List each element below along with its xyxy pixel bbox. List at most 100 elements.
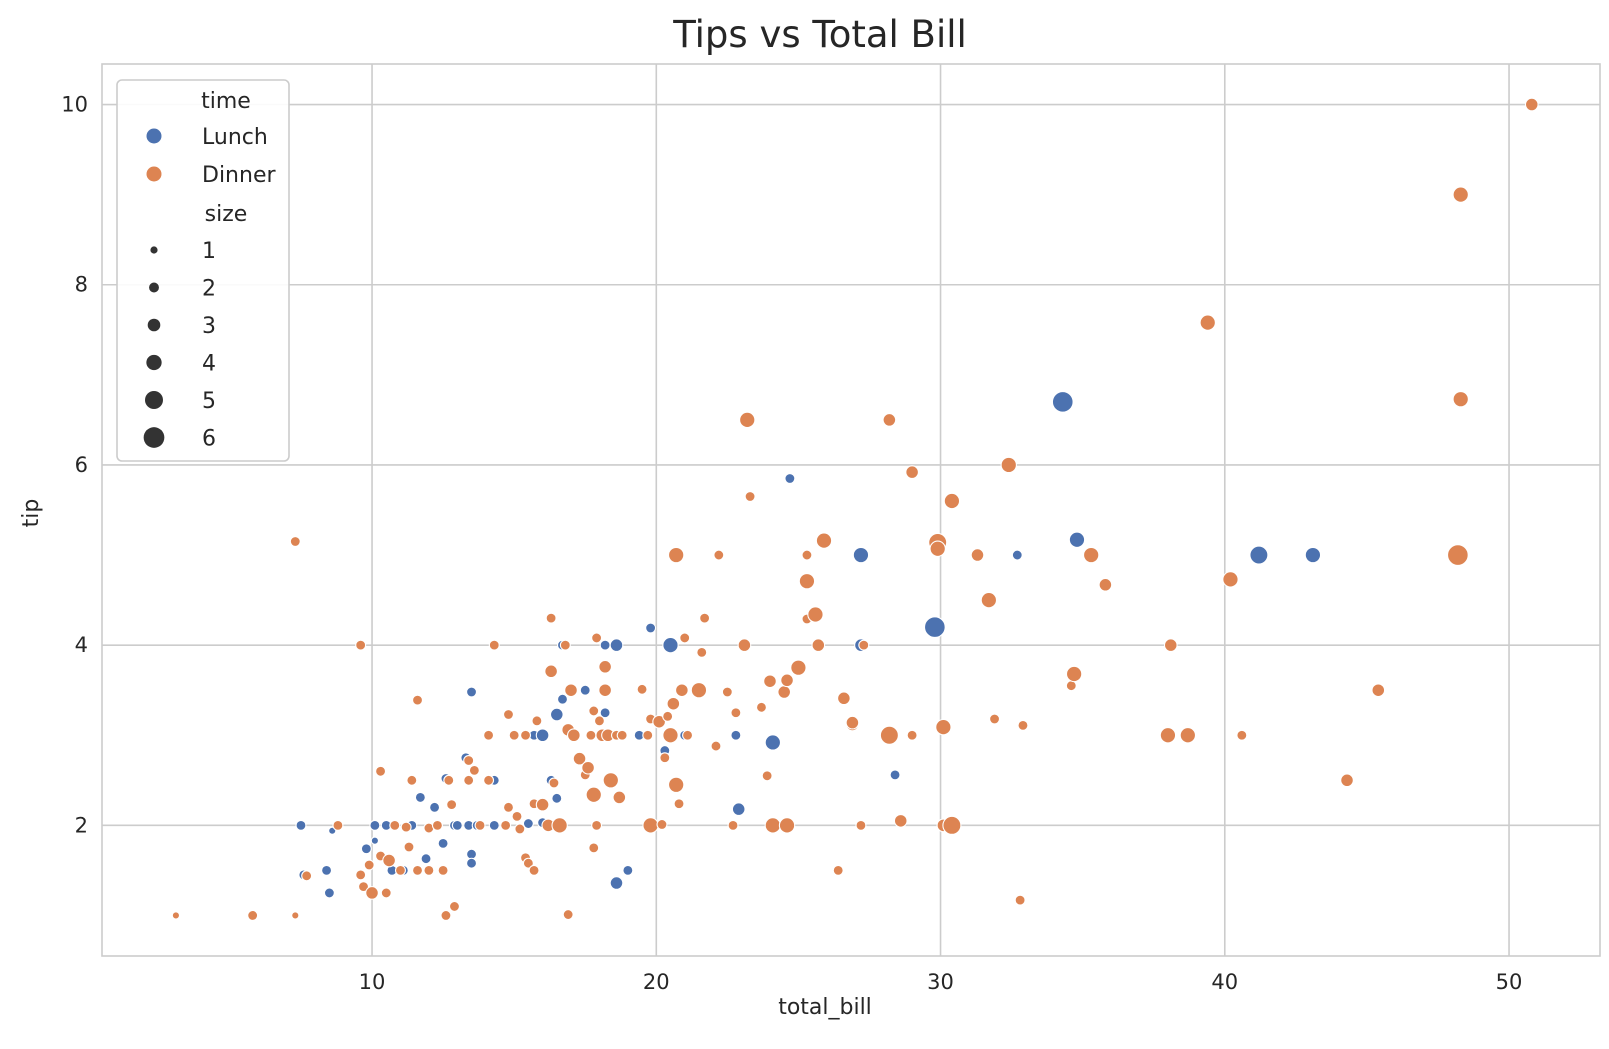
data-point-dinner [585,729,597,741]
data-point-dinner [446,799,458,811]
y-tick-label: 10 [61,93,88,117]
data-point-dinner [382,853,396,868]
data-point-dinner [440,909,452,921]
data-point-dinner [355,639,367,651]
data-point-dinner [682,729,694,741]
legend-size-label: 5 [202,389,216,414]
data-point-dinner [777,685,792,699]
data-point-lunch [323,887,335,899]
data-point-dinner [544,664,558,679]
data-point-lunch [466,848,478,860]
grid [102,64,1600,956]
data-point-lunch [414,791,426,803]
data-point-lunch [551,792,563,804]
data-point-dinner [602,772,620,789]
data-point-dinner [744,490,756,502]
data-point-lunch [369,819,381,831]
x-tick-label: 50 [1496,970,1523,994]
data-point-dinner [358,881,370,893]
data-point-dinner [858,639,870,651]
data-point-dinner [980,591,998,609]
data-point-lunch [535,728,550,743]
data-point-dinner [598,683,612,698]
data-point-lunch [1051,390,1074,413]
data-point-dinner [893,813,908,828]
data-point-lunch [889,769,901,781]
legend-lunch-marker [146,128,162,144]
data-point-dinner [790,659,807,676]
legend-size-marker [147,318,161,332]
data-point-dinner [699,612,711,624]
legend-dinner-label: Dinner [202,163,276,188]
data-point-dinner [656,818,668,830]
data-point-dinner [662,727,679,744]
data-point-dinner [443,774,455,786]
data-point-dinner [551,817,568,834]
data-point-dinner [935,718,952,736]
data-point-dinner [289,536,301,548]
data-point-dinner [522,857,534,869]
data-point-dinner [514,823,526,835]
data-point-dinner [1163,638,1178,653]
data-point-lunch [599,707,611,719]
data-point-dinner [581,760,595,775]
data-point-dinner [882,413,897,427]
data-point-dinner [837,691,851,706]
data-point-lunch [466,857,478,869]
data-point-dinner [662,710,674,722]
legend-size-marker [143,427,165,448]
data-point-dinner [535,797,550,812]
data-point-dinner [1065,665,1083,683]
data-point-dinner [642,817,659,834]
data-point-lunch [370,836,380,845]
data-point-dinner [942,815,962,835]
data-point-dinner [679,632,691,644]
data-point-dinner [855,819,867,831]
data-point-dinner [389,819,401,831]
data-point-dinner [755,701,767,713]
data-point-dinner [559,639,571,651]
data-point-dinner [1082,546,1100,564]
data-point-lunch [730,729,742,741]
data-point-dinner [375,765,387,777]
data-point-dinner [710,740,722,752]
data-point-lunch [645,622,657,634]
data-point-dinner [1098,577,1113,592]
data-point-dinner [690,682,708,699]
data-point-dinner [906,729,918,741]
data-point-dinner [761,770,773,782]
y-tick-label: 2 [75,813,88,837]
data-point-lunch [609,876,624,890]
data-point-dinner [652,714,666,729]
legend-lunch-label: Lunch [202,125,268,150]
legend-size-label: 1 [202,239,216,264]
data-point-dinner [713,549,725,561]
data-point-lunch [360,843,372,855]
data-point-lunch [437,837,449,849]
data-point-lunch [852,546,870,564]
data-point-lunch [662,636,679,654]
data-point-dinner [1452,390,1469,408]
data-point-dinner [780,673,794,688]
data-point-dinner [696,646,708,658]
data-point-dinner [739,411,756,429]
data-point-lunch [764,734,782,751]
data-point-dinner [667,776,685,794]
data-point-lunch [466,686,478,698]
data-point-dinner [807,606,824,623]
data-point-dinner [564,683,578,698]
data-point-dinner [727,819,739,831]
data-point-dinner [1159,727,1177,744]
data-point-dinner [721,686,733,698]
data-point-dinner [500,819,512,831]
data-point-dinner [332,819,344,831]
data-point-lunch [609,638,624,653]
data-point-dinner [666,696,681,711]
data-point-lunch [1068,531,1086,548]
y-tick-label: 4 [75,633,88,657]
data-point-dinner [380,887,392,899]
legend-size-title: size [205,202,248,227]
x-tick-label: 20 [643,970,670,994]
data-point-dinner [448,900,460,912]
y-tick-label: 8 [75,273,88,297]
